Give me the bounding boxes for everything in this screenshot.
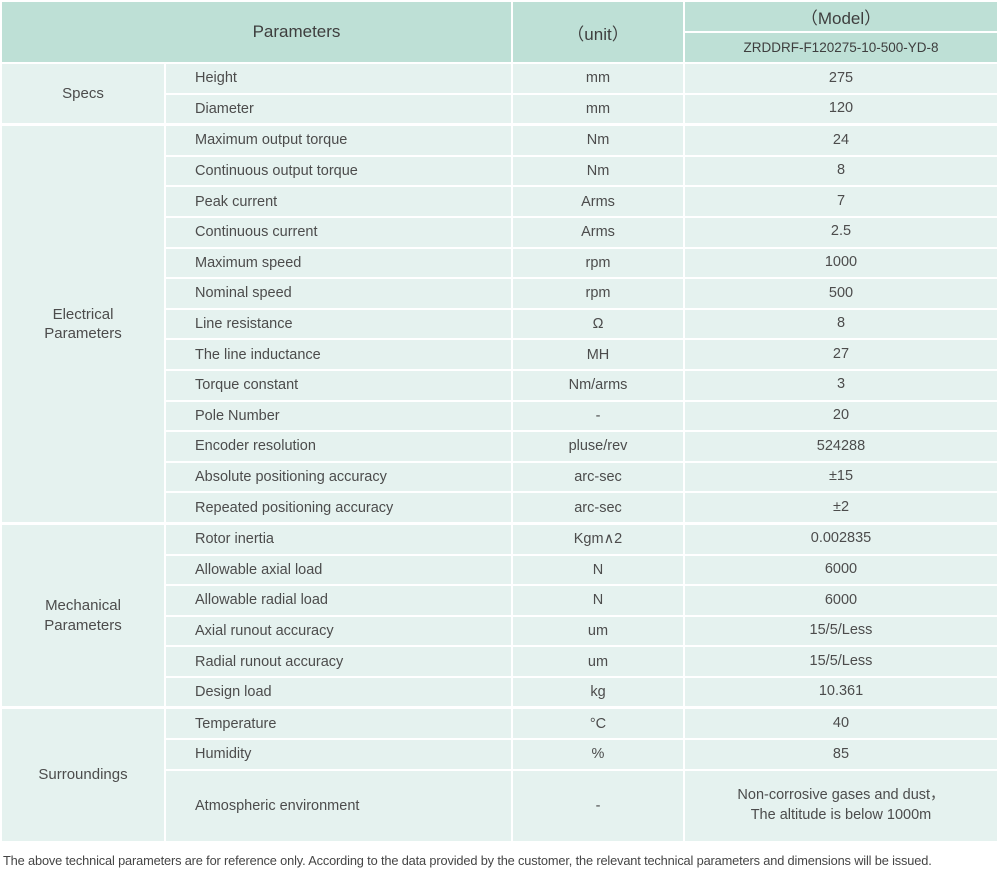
unit-cell: N bbox=[513, 555, 683, 585]
param-cell: Torque constant bbox=[166, 370, 511, 400]
param-cell: Continuous current bbox=[166, 217, 511, 247]
unit-cell: N bbox=[513, 586, 683, 615]
value-cell: 0.002835 bbox=[685, 524, 997, 554]
value-cell: 500 bbox=[685, 279, 997, 308]
unit-cell: mm bbox=[513, 64, 683, 93]
param-cell: Peak current bbox=[166, 187, 511, 216]
unit-cell: MH bbox=[513, 340, 683, 369]
param-cell: Humidity bbox=[166, 740, 511, 769]
group-label-text: Surroundings bbox=[38, 766, 128, 784]
group-label-text: Electrical Parameters bbox=[44, 305, 122, 343]
param-cell: Height bbox=[166, 64, 511, 93]
group-label: Mechanical Parameters bbox=[2, 524, 164, 707]
value-cell: 24 bbox=[685, 126, 997, 155]
param-cell: Line resistance bbox=[166, 309, 511, 339]
group-label: Electrical Parameters bbox=[2, 126, 164, 522]
value-cell: 6000 bbox=[685, 555, 997, 585]
unit-cell: mm bbox=[513, 94, 683, 124]
group-label: Surroundings bbox=[2, 709, 164, 841]
value-cell: 15/5/Less bbox=[685, 616, 997, 646]
param-cell: Maximum output torque bbox=[166, 126, 511, 155]
param-cell: Design load bbox=[166, 677, 511, 707]
unit-cell: arc-sec bbox=[513, 493, 683, 522]
param-cell: Rotor inertia bbox=[166, 524, 511, 554]
value-cell: 20 bbox=[685, 401, 997, 431]
value-cell: Non-corrosive gases and dust， The altitu… bbox=[685, 770, 997, 841]
value-cell: 27 bbox=[685, 340, 997, 369]
param-cell: Temperature bbox=[166, 709, 511, 739]
unit-cell: °C bbox=[513, 709, 683, 739]
group-label-text: Specs bbox=[62, 84, 104, 102]
group-label: Specs bbox=[2, 64, 164, 124]
value-cell: 2.5 bbox=[685, 217, 997, 247]
value-cell: 120 bbox=[685, 94, 997, 124]
model-header: （Model） bbox=[685, 2, 997, 31]
value-cell: 524288 bbox=[685, 432, 997, 461]
group-label-text: Mechanical Parameters bbox=[44, 597, 122, 634]
param-cell: The line inductance bbox=[166, 340, 511, 369]
unit-cell: um bbox=[513, 616, 683, 646]
value-cell: 3 bbox=[685, 370, 997, 400]
unit-cell: Nm/arms bbox=[513, 370, 683, 400]
value-cell: 15/5/Less bbox=[685, 647, 997, 676]
table-body: Specs Height mm 275 Diameter mm 120 Electrical … bbox=[2, 64, 997, 841]
param-cell: Repeated positioning accuracy bbox=[166, 493, 511, 522]
param-cell: Axial runout accuracy bbox=[166, 616, 511, 646]
model-header-group: （Model） ZRDDRF-F120275-10-500-YD-8 bbox=[685, 2, 997, 62]
param-cell: Maximum speed bbox=[166, 248, 511, 278]
param-cell: Atmospheric environment bbox=[166, 770, 511, 841]
value-cell: 8 bbox=[685, 156, 997, 186]
footnote: The above technical parameters are for r… bbox=[3, 852, 932, 868]
value-cell: 10.361 bbox=[685, 677, 997, 707]
unit-cell: - bbox=[513, 401, 683, 431]
unit-cell: um bbox=[513, 647, 683, 676]
table-header: Parameters （unit） （Model） ZRDDRF-F120275… bbox=[2, 2, 997, 62]
unit-cell: Kgm∧2 bbox=[513, 524, 683, 554]
param-cell: Absolute positioning accuracy bbox=[166, 462, 511, 492]
value-cell: 8 bbox=[685, 309, 997, 339]
unit-cell: pluse/rev bbox=[513, 432, 683, 461]
section-specs: Specs Height mm 275 Diameter mm 120 bbox=[2, 64, 997, 124]
unit-header: （unit） bbox=[513, 2, 683, 62]
unit-cell: - bbox=[513, 770, 683, 841]
unit-cell: arc-sec bbox=[513, 462, 683, 492]
param-cell: Allowable radial load bbox=[166, 586, 511, 615]
param-cell: Allowable axial load bbox=[166, 555, 511, 585]
value-cell: 85 bbox=[685, 740, 997, 769]
unit-cell: rpm bbox=[513, 279, 683, 308]
parameters-header: Parameters bbox=[2, 2, 511, 62]
param-cell: Continuous output torque bbox=[166, 156, 511, 186]
value-cell: 7 bbox=[685, 187, 997, 216]
unit-cell: Arms bbox=[513, 217, 683, 247]
param-cell: Radial runout accuracy bbox=[166, 647, 511, 676]
unit-cell: % bbox=[513, 740, 683, 769]
param-cell: Nominal speed bbox=[166, 279, 511, 308]
unit-cell: Nm bbox=[513, 156, 683, 186]
value-cell: 40 bbox=[685, 709, 997, 739]
unit-cell: kg bbox=[513, 677, 683, 707]
param-cell: Pole Number bbox=[166, 401, 511, 431]
value-cell: 6000 bbox=[685, 586, 997, 615]
parameters-table: Parameters （unit） （Model） ZRDDRF-F120275… bbox=[2, 2, 997, 841]
unit-cell: Arms bbox=[513, 187, 683, 216]
unit-cell: Ω bbox=[513, 309, 683, 339]
param-cell: Diameter bbox=[166, 94, 511, 124]
section-electrical: Electrical Parameters Maximum output torq… bbox=[2, 126, 997, 522]
section-mechanical: Mechanical Parameters Rotor inertia Kgm∧2 0… bbox=[2, 524, 997, 707]
unit-cell: rpm bbox=[513, 248, 683, 278]
param-cell: Encoder resolution bbox=[166, 432, 511, 461]
unit-cell: Nm bbox=[513, 126, 683, 155]
value-cell: ±2 bbox=[685, 493, 997, 522]
model-name: ZRDDRF-F120275-10-500-YD-8 bbox=[685, 33, 997, 62]
value-cell: 1000 bbox=[685, 248, 997, 278]
section-surroundings: Surroundings Temperature °C 40 Humidity% 85 At… bbox=[2, 709, 997, 841]
value-cell: ±15 bbox=[685, 462, 997, 492]
value-cell: 275 bbox=[685, 64, 997, 93]
